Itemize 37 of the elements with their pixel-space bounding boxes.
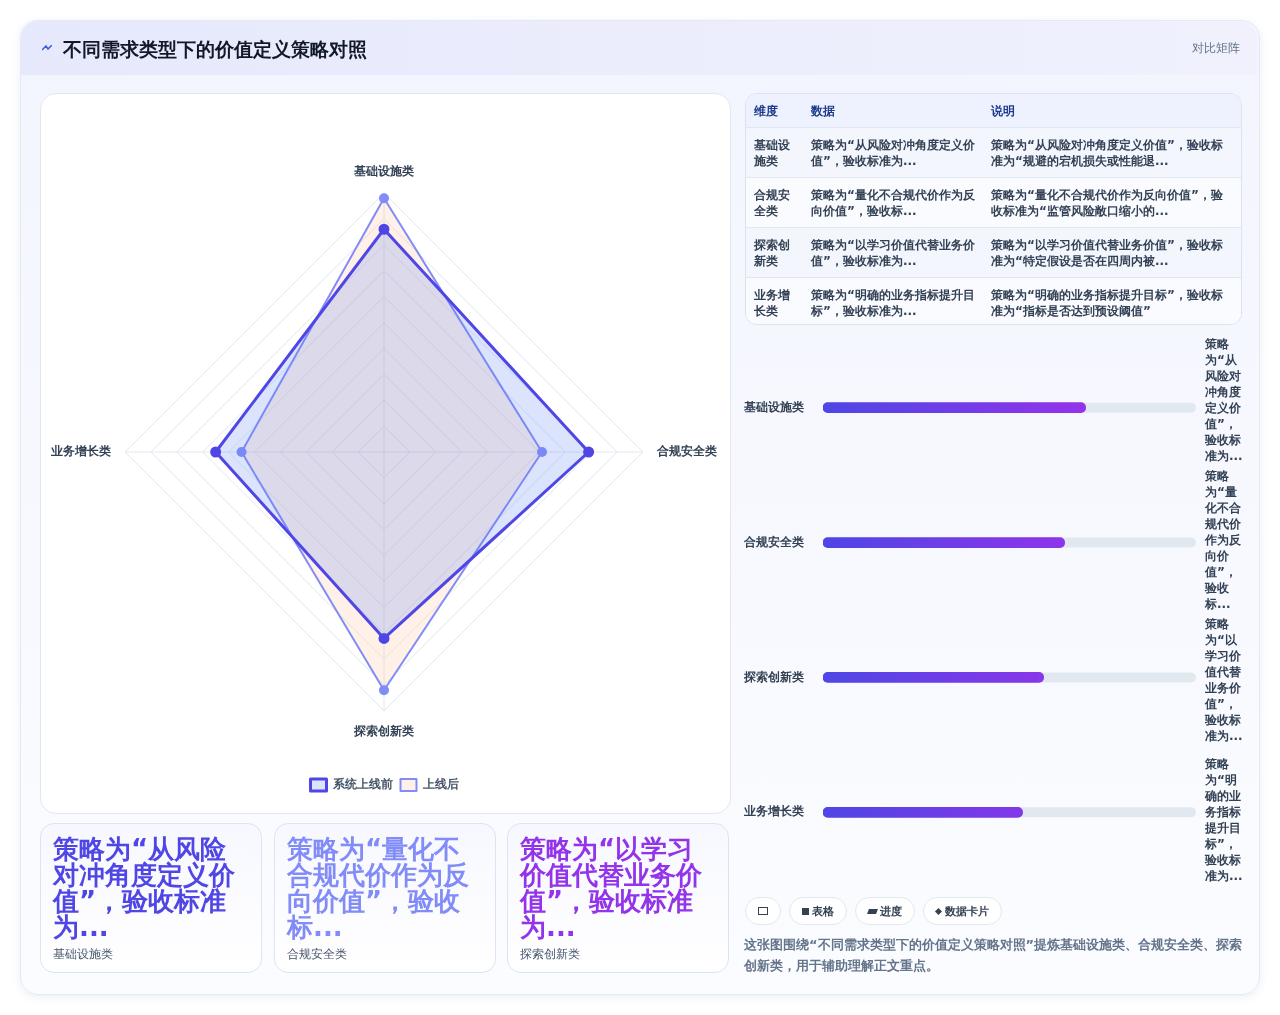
text: 策略为“从风险对冲角度定义价值”，验收标准为... bbox=[811, 136, 976, 169]
text: 策略为“明确的业务指标提升目标”，验收标准为“指标是否达到预设阈值” bbox=[991, 286, 1224, 319]
y-tick-label: 基础设施类 bbox=[743, 399, 804, 414]
text: 数据卡片 bbox=[945, 903, 989, 919]
text: 基础设施类 bbox=[53, 946, 114, 963]
text: 策略为“以学习价值代替业务价值”，验收标准为... bbox=[811, 236, 976, 269]
text: 对比矩阵 bbox=[1191, 40, 1240, 57]
spoke-label: 合规安全类 bbox=[656, 444, 717, 459]
y-tick-label: 探索创新类 bbox=[743, 669, 804, 684]
text: 策略为“从风险对冲角度定义价值”，验收标准为“规避的宕机损失或性能退... bbox=[991, 136, 1224, 169]
text: 策略为“明确的业务指标提升目标”，验收标准为... bbox=[1205, 756, 1243, 885]
text: 策略为“量化不合规代价作为反向价值”，验收标... bbox=[1205, 469, 1241, 611]
text: 数据 bbox=[811, 102, 836, 119]
chart-title: 不同需求类型下的价值定义策略对照 bbox=[63, 37, 367, 62]
spoke-label: 探索创新类 bbox=[353, 724, 414, 739]
text: 维度 bbox=[754, 102, 779, 119]
text: 说明 bbox=[991, 102, 1016, 119]
text: 这张图围绕“不同需求类型下的价值定义策略对照”提炼基础设施类、合规安全类、探索创新类，用于辅助理解正文重点。 bbox=[744, 936, 1244, 975]
text: 策略为“量化不合规代价作为反向价值”，验收标... bbox=[287, 834, 470, 942]
text: 策略为“明确的业务指标提升目标”，验收标准为... bbox=[811, 286, 976, 319]
text: 策略为“从风险对冲角度定义价值”，验收标准为... bbox=[1205, 336, 1243, 465]
text: 策略为“量化不合规代价作为反向价值”，验收标... bbox=[811, 186, 976, 219]
text: 合规安全类 bbox=[287, 946, 348, 963]
spoke-label: 业务增长类 bbox=[50, 444, 111, 459]
text: 策略为“从风险对冲角度定义价值”，验收标准为... bbox=[53, 834, 236, 942]
text: 表格 bbox=[812, 903, 834, 919]
legend-label: 上线后 bbox=[421, 777, 459, 792]
y-tick-label: 业务增长类 bbox=[743, 804, 804, 819]
text: 策略为“以学习价值代替业务价值”，验收标准为“特定假设是否在四周内被... bbox=[991, 236, 1224, 269]
y-tick-label: 合规安全类 bbox=[743, 534, 804, 549]
text: 策略为“以学习价值代替业务价值”，验收标准为... bbox=[1205, 616, 1243, 745]
text: 进度 bbox=[880, 903, 902, 919]
legend-label: 系统上线前 bbox=[331, 777, 393, 792]
text: 策略为“以学习价值代替业务价值”，验收标准为... bbox=[520, 834, 703, 942]
spoke-label: 基础设施类 bbox=[353, 163, 414, 178]
text: 策略为“量化不合规代价作为反向价值”，验收标准为“监管风险敞口缩小的... bbox=[991, 186, 1224, 219]
text: 探索创新类 bbox=[520, 946, 581, 963]
